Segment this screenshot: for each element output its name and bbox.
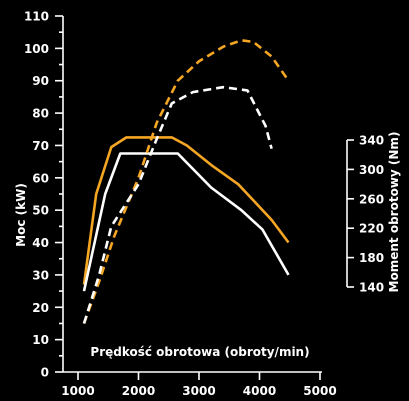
y-tick-label: 90: [32, 74, 49, 88]
series-line-2: [82, 152, 290, 292]
x-tick-label: 2000: [122, 384, 155, 398]
y2-axis-title: Moment obrotowy (Nm): [387, 132, 401, 293]
y-tick-label: 80: [32, 107, 49, 121]
y-tick-label: 30: [32, 268, 49, 282]
y-tick-label: 50: [32, 204, 49, 218]
y-tick-label: 100: [24, 42, 49, 56]
x-tick-label: 4000: [243, 384, 276, 398]
y2-tick-label: 180: [359, 251, 384, 265]
y2-tick-label: 140: [359, 281, 384, 295]
x-tick-label: 1000: [61, 384, 94, 398]
x-axis-title: Prędkość obrotowa (obroty/min): [90, 345, 309, 359]
y-tick-label: 110: [24, 10, 49, 24]
y2-tick-label: 300: [359, 163, 384, 177]
y2-tick-label: 220: [359, 222, 384, 236]
series-line-3: [82, 38, 290, 324]
y-tick-label: 20: [32, 301, 49, 315]
y2-tick-label: 260: [359, 192, 384, 206]
y-tick-label: 60: [32, 171, 49, 185]
series-line-1: [82, 136, 290, 285]
y2-tick-label: 340: [359, 134, 384, 148]
x-tick-label: 3000: [182, 384, 215, 398]
y-tick-label: 10: [32, 333, 49, 347]
x-tick-label: 5000: [303, 384, 336, 398]
y-tick-label: 40: [32, 236, 49, 250]
y-tick-label: 0: [41, 366, 49, 380]
y-axis-title: Moc (kW): [14, 183, 28, 247]
series-line-4: [82, 85, 273, 324]
y-tick-label: 70: [32, 139, 49, 153]
